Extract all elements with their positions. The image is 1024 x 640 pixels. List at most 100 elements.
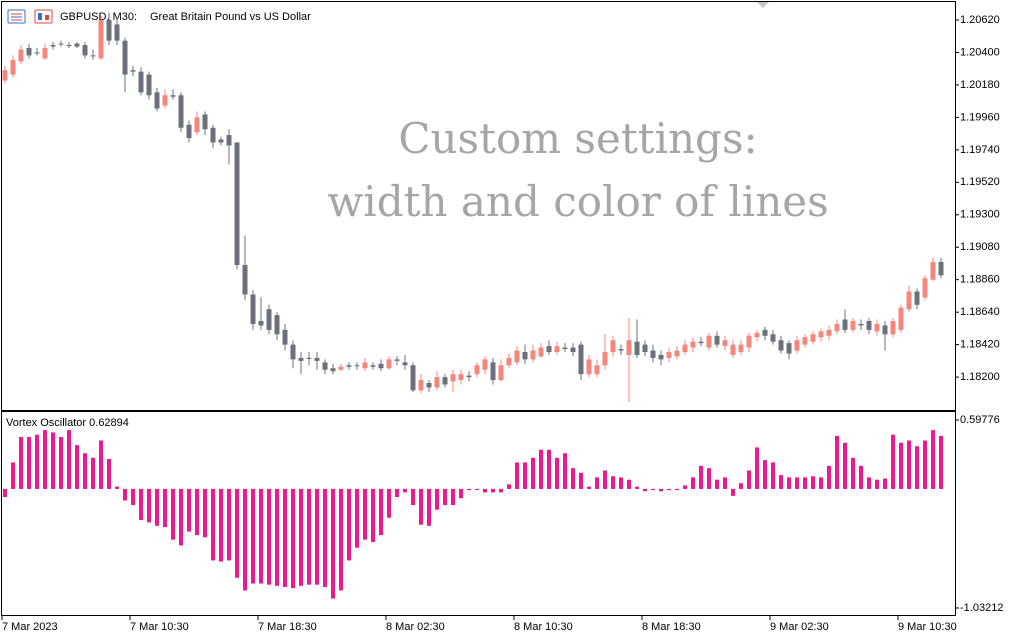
histogram-bar bbox=[123, 488, 127, 501]
histogram-bar bbox=[403, 488, 407, 493]
histogram-bar bbox=[859, 465, 863, 489]
candle-body bbox=[898, 307, 904, 330]
candle-body bbox=[2, 70, 8, 81]
candle-body bbox=[330, 368, 336, 372]
histogram-bar bbox=[763, 460, 767, 489]
candle-body bbox=[530, 350, 536, 360]
histogram-bar bbox=[883, 478, 887, 489]
candle-body bbox=[90, 55, 96, 57]
histogram-bar bbox=[515, 462, 519, 489]
histogram-bar bbox=[603, 470, 607, 489]
y-tick-label: 1.20180 bbox=[960, 79, 1000, 91]
y-tick-label: 1.19740 bbox=[960, 144, 1000, 156]
histogram-bar bbox=[875, 479, 879, 489]
y-tick-label: -1.03212 bbox=[960, 602, 1003, 614]
histogram-bar bbox=[11, 462, 15, 489]
histogram-bar bbox=[907, 440, 911, 489]
histogram-bar bbox=[139, 488, 143, 521]
candle-body bbox=[450, 374, 456, 382]
candle-body bbox=[274, 315, 280, 335]
histogram-bar bbox=[491, 488, 495, 493]
histogram-bar bbox=[387, 488, 391, 518]
histogram-bar bbox=[67, 430, 71, 489]
candle-body bbox=[34, 52, 40, 54]
histogram-bar bbox=[155, 488, 159, 526]
candle-body bbox=[138, 71, 144, 93]
indicator-title: Vortex Oscillator 0.62894 bbox=[6, 417, 129, 429]
candle-body bbox=[434, 377, 440, 388]
histogram-bar bbox=[75, 445, 79, 489]
histogram-bar bbox=[203, 488, 207, 538]
histogram-bar bbox=[411, 488, 415, 506]
candle-body bbox=[482, 359, 488, 370]
histogram-bar bbox=[563, 453, 567, 489]
indicator-pane bbox=[1, 411, 956, 616]
candle-body bbox=[114, 24, 120, 41]
histogram-bar bbox=[747, 470, 751, 489]
histogram-bar bbox=[163, 488, 167, 527]
candle-body bbox=[106, 20, 112, 41]
histogram-bar bbox=[659, 488, 663, 492]
histogram-bar bbox=[819, 477, 823, 489]
candle-body bbox=[226, 135, 232, 146]
candle-body bbox=[538, 347, 544, 357]
histogram-bar bbox=[627, 479, 631, 489]
candle-body bbox=[842, 319, 848, 330]
histogram-bar bbox=[323, 488, 327, 587]
y-tick-label: 1.20400 bbox=[960, 46, 1000, 58]
candle-body bbox=[402, 362, 408, 366]
candle-body bbox=[410, 365, 416, 391]
candle-body bbox=[922, 278, 928, 298]
x-tick-label: 9 Mar 02:30 bbox=[770, 621, 829, 633]
histogram-bar bbox=[651, 488, 655, 491]
histogram-bar bbox=[467, 488, 471, 491]
candle-body bbox=[850, 321, 856, 330]
histogram-bar bbox=[443, 488, 447, 506]
candle-body bbox=[418, 380, 424, 391]
candle-body bbox=[882, 325, 888, 335]
candle-body bbox=[394, 359, 400, 361]
histogram-bar bbox=[771, 462, 775, 489]
y-tick-label: 1.19520 bbox=[960, 176, 1000, 188]
candle-body bbox=[618, 349, 624, 351]
candle-body bbox=[314, 357, 320, 361]
histogram-bar bbox=[51, 432, 55, 489]
candle-body bbox=[762, 329, 768, 336]
histogram-bar bbox=[923, 440, 927, 489]
candle-body bbox=[474, 365, 480, 375]
histogram-bar bbox=[339, 488, 343, 591]
symbol: GBPUSD, M30: bbox=[60, 11, 137, 23]
histogram-bar bbox=[19, 437, 23, 489]
candle-body bbox=[794, 340, 800, 351]
candle-body bbox=[698, 341, 704, 344]
histogram-bar bbox=[451, 488, 455, 506]
candle-body bbox=[74, 43, 80, 47]
candle-body bbox=[914, 291, 920, 305]
histogram-bar bbox=[131, 488, 135, 506]
x-tick-label: 7 Mar 18:30 bbox=[258, 621, 317, 633]
candle-body bbox=[658, 354, 664, 360]
histogram-bar bbox=[867, 477, 871, 489]
candle-body bbox=[66, 45, 72, 47]
y-tick-label: 1.20620 bbox=[960, 14, 1000, 26]
histogram-bar bbox=[331, 488, 335, 599]
histogram-bar bbox=[291, 488, 295, 589]
candle-body bbox=[570, 347, 576, 353]
histogram-bar bbox=[843, 442, 847, 489]
candle-body bbox=[442, 377, 448, 385]
histogram-bar bbox=[27, 437, 31, 489]
candle-body bbox=[674, 350, 680, 357]
histogram-bar bbox=[667, 488, 671, 491]
candle-body bbox=[650, 350, 656, 358]
watermark: Custom settings: bbox=[398, 114, 757, 163]
histogram-bar bbox=[235, 488, 239, 578]
histogram-bar bbox=[891, 434, 895, 489]
candle-body bbox=[626, 340, 632, 355]
y-tick-label: 1.19080 bbox=[960, 241, 1000, 253]
candle-body bbox=[250, 294, 256, 324]
candle-body bbox=[370, 365, 376, 367]
histogram-bar bbox=[195, 488, 199, 536]
candle-body bbox=[282, 329, 288, 345]
histogram-bar bbox=[835, 435, 839, 489]
